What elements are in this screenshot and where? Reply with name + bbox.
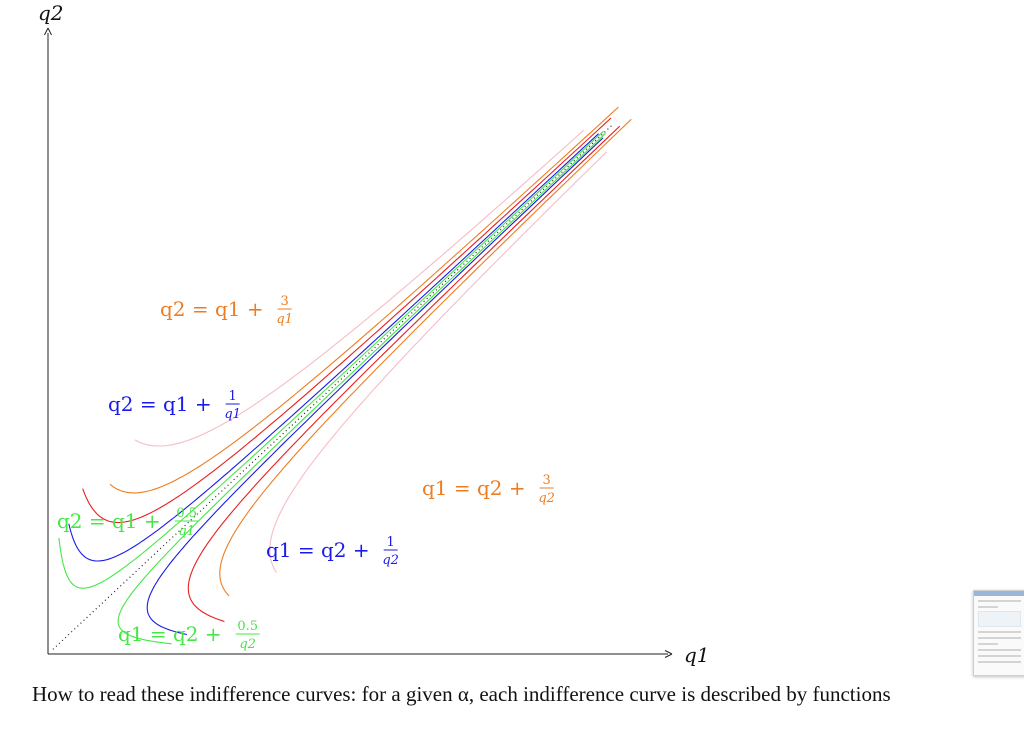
equation-lhs: q2 = q1 + bbox=[160, 297, 264, 321]
indifference-curve-2 bbox=[109, 106, 619, 494]
indifference-curve-7 bbox=[187, 125, 621, 623]
fraction-numerator: 1 bbox=[229, 389, 237, 404]
diagonal-line bbox=[52, 123, 614, 650]
fraction-denominator: q2 bbox=[382, 553, 399, 568]
equation-label-3: q1 = q2 + 0.5 q2 bbox=[118, 619, 260, 652]
caption-text: How to read these indifference curves: f… bbox=[32, 682, 891, 706]
indifference-curve-8 bbox=[134, 129, 585, 447]
fraction-denominator: q1 bbox=[276, 312, 293, 327]
equation-label-5: q1 = q2 + 3 q2 bbox=[422, 473, 555, 506]
y-axis-label: q2 bbox=[38, 1, 64, 25]
equation-lhs: q1 = q2 + bbox=[266, 538, 370, 562]
fraction-denominator: q2 bbox=[538, 491, 555, 506]
indifference-curve-3 bbox=[117, 132, 607, 645]
fraction-denominator: q1 bbox=[224, 407, 241, 422]
equation-lhs: q1 = q2 + bbox=[422, 476, 526, 500]
equation-label-4: q1 = q2 + 1 q2 bbox=[266, 535, 399, 568]
fraction-numerator: 3 bbox=[281, 294, 289, 309]
y-axis-arrow bbox=[44, 27, 52, 36]
indifference-curve-1 bbox=[68, 133, 599, 562]
fraction-numerator: 1 bbox=[387, 535, 395, 550]
fraction-numerator: 0.5 bbox=[176, 506, 197, 521]
indifference-curve-9 bbox=[269, 151, 607, 573]
equation-lhs: q1 = q2 + bbox=[118, 622, 222, 646]
equation-lhs: q2 = q1 + bbox=[108, 392, 212, 416]
fraction-numerator: 3 bbox=[543, 473, 551, 488]
x-axis-arrow bbox=[664, 650, 673, 658]
x-axis-label: q1 bbox=[684, 643, 710, 667]
indifference-curve-4 bbox=[146, 137, 604, 636]
indifference-curve-0 bbox=[58, 130, 604, 589]
fraction-numerator: 0.5 bbox=[237, 619, 258, 634]
page-thumbnail[interactable] bbox=[973, 590, 1024, 676]
equation-label-0: q2 = q1 + 0.5 q1 bbox=[57, 506, 199, 539]
equation-label-2: q2 = q1 + 3 q1 bbox=[160, 294, 293, 327]
equation-lhs: q2 = q1 + bbox=[57, 509, 161, 533]
indifference-curve-5 bbox=[219, 118, 632, 597]
indifference-curve-6 bbox=[82, 117, 612, 524]
fraction-denominator: q2 bbox=[239, 637, 256, 652]
fraction-denominator: q1 bbox=[178, 524, 195, 539]
equation-label-1: q2 = q1 + 1 q1 bbox=[108, 389, 241, 422]
